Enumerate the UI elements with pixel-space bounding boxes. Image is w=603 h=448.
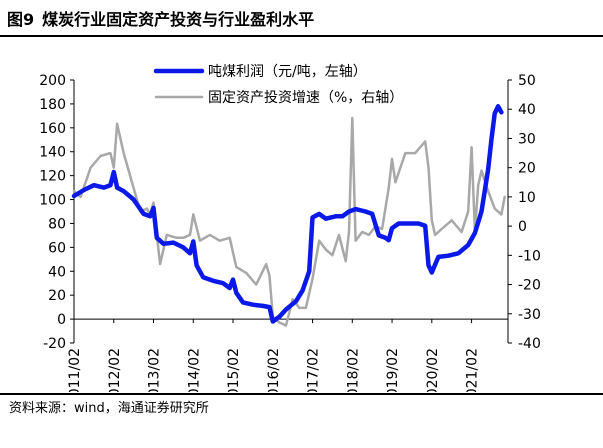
right-axis-tick-label: 30 [518, 131, 536, 147]
right-axis-tick-label: 50 [518, 73, 536, 89]
left-axis-tick-label: 80 [48, 216, 66, 232]
x-axis-tick-label: 2020/02 [425, 348, 441, 392]
chart-series [71, 104, 506, 327]
left-axis-tick-label: 180 [39, 97, 66, 113]
left-axis-tick-label: 200 [39, 73, 66, 89]
x-axis-tick-label: 2015/02 [226, 348, 242, 392]
left-axis-tick-label: 0 [57, 312, 66, 328]
x-axis-tick-label: 2016/02 [266, 348, 282, 392]
right-axis-tick-label: 0 [518, 219, 527, 235]
title-divider [0, 35, 603, 37]
legend-label: 固定资产投资增速（%，右轴） [208, 90, 403, 106]
source-divider [0, 393, 603, 395]
right-axis-tick-label: -10 [518, 248, 541, 264]
x-axis-tick-label: 2021/02 [465, 348, 481, 392]
right-axis-tick-label: -40 [518, 336, 541, 352]
right-axis-tick-label: -30 [518, 307, 541, 323]
line-chart: -20020406080100120140160180200-40-30-20-… [39, 64, 541, 392]
left-axis-tick-label: 40 [48, 264, 66, 280]
x-axis-tick-label: 2014/02 [186, 348, 202, 392]
x-axis-tick-label: 2013/02 [147, 348, 163, 392]
x-axis-tick-label: 2018/02 [345, 348, 361, 392]
figure-number: 图9 [7, 10, 35, 29]
left-axis-tick-label: 100 [39, 193, 66, 209]
left-axis-tick-label: 20 [48, 288, 66, 304]
investment-series-line [72, 116, 506, 327]
left-axis-tick-label: 160 [39, 121, 66, 137]
source-note: 资料来源：wind，海通证券研究所 [9, 401, 209, 416]
chart-axes: -20020406080100120140160180200-40-30-20-… [39, 73, 541, 392]
left-axis-tick-label: 140 [39, 145, 66, 161]
left-axis-tick-label: 120 [39, 169, 66, 185]
left-axis-tick-label: -20 [43, 336, 66, 352]
x-axis-tick-label: 2011/02 [67, 348, 83, 392]
right-axis-tick-label: 20 [518, 161, 536, 177]
legend-item-profit: 吨煤利润（元/吨，左轴） [153, 64, 367, 80]
figure-title: 图9 煤炭行业固定资产投资与行业盈利水平 [7, 6, 596, 34]
x-axis-tick-label: 2019/02 [385, 348, 401, 392]
profit-series-line [71, 104, 504, 324]
right-axis-tick-label: 10 [518, 190, 536, 206]
legend-label: 吨煤利润（元/吨，左轴） [208, 64, 367, 80]
left-axis-tick-label: 60 [48, 240, 66, 256]
x-axis-tick-label: 2012/02 [107, 348, 123, 392]
legend-item-investment: 固定资产投资增速（%，右轴） [154, 90, 403, 106]
right-axis-tick-label: -20 [518, 278, 541, 294]
chart-legend: 吨煤利润（元/吨，左轴） 固定资产投资增速（%，右轴） [153, 64, 403, 106]
right-axis-tick-label: 40 [518, 102, 536, 118]
x-axis-tick-label: 2017/02 [306, 348, 322, 392]
figure-title-text: 煤炭行业固定资产投资与行业盈利水平 [42, 10, 315, 29]
